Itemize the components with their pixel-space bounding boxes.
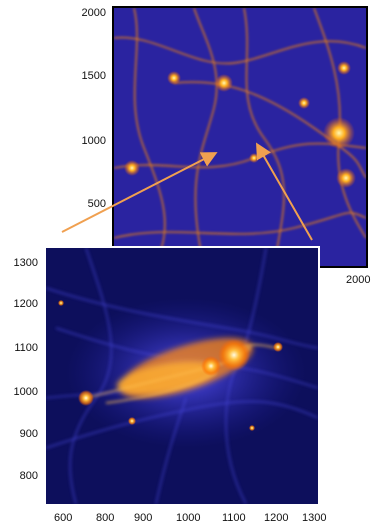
bottom-x-tick-1200: 1200 xyxy=(264,512,289,524)
top-y-tick-500: 500 xyxy=(87,198,106,210)
bottom-x-tick-1100: 1100 xyxy=(222,512,246,524)
bottom-y-tick-900: 900 xyxy=(19,428,38,440)
top-y-tick-2000: 2000 xyxy=(81,7,106,19)
bottom-cluster-map xyxy=(46,248,318,504)
top-x-tick-2000: 2000 xyxy=(346,274,371,286)
arrow-left xyxy=(61,152,218,233)
bottom-y-tick-1000: 1000 xyxy=(13,386,38,398)
bottom-y-tick-800: 800 xyxy=(19,470,38,482)
bottom-y-tick-1300: 1300 xyxy=(13,257,38,269)
arrow-right xyxy=(256,142,313,241)
top-y-tick-1500: 1500 xyxy=(81,70,106,82)
bottom-x-tick-1000: 1000 xyxy=(176,512,201,524)
top-y-tick-1000: 1000 xyxy=(81,135,106,147)
bottom-zoom-image xyxy=(44,246,320,506)
bottom-x-tick-800: 800 xyxy=(96,512,115,524)
bottom-y-tick-1100: 1100 xyxy=(14,342,38,354)
top-filament-map xyxy=(114,8,366,266)
bottom-x-tick-900: 900 xyxy=(134,512,153,524)
top-simulation-image xyxy=(112,6,368,268)
bottom-y-tick-1200: 1200 xyxy=(13,298,38,310)
bottom-x-tick-1300: 1300 xyxy=(302,512,327,524)
bottom-x-tick-600: 600 xyxy=(54,512,73,524)
